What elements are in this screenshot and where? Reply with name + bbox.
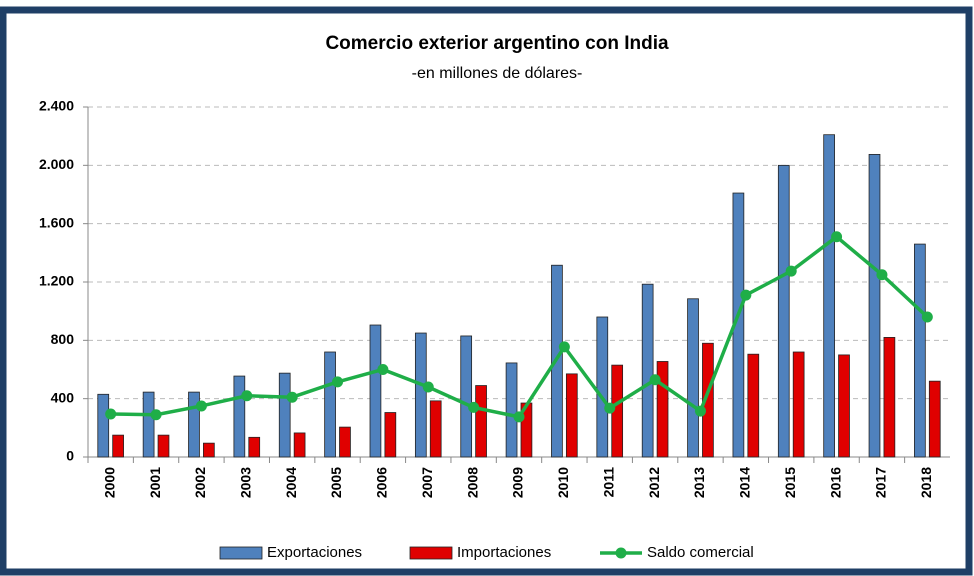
x-tick-label: 2009 [510, 467, 526, 498]
line-marker [831, 231, 843, 243]
y-tick-label: 400 [51, 389, 75, 405]
line-marker [332, 376, 344, 388]
line-marker [513, 411, 525, 423]
bar [293, 432, 306, 458]
bar [596, 316, 609, 458]
bar [97, 393, 110, 458]
line-marker [649, 374, 661, 386]
line-marker [105, 408, 117, 420]
line-marker [468, 401, 480, 413]
bar [414, 332, 427, 458]
bar [475, 385, 487, 458]
chart-title: Comercio exterior argentino con India [325, 33, 669, 54]
x-tick-label: 2010 [555, 467, 571, 498]
legend-swatch [409, 546, 453, 560]
x-tick-label: 2015 [782, 467, 798, 498]
x-tick-label: 2003 [237, 467, 253, 498]
line-marker [422, 381, 434, 393]
line-marker [195, 400, 207, 412]
bar [369, 324, 382, 458]
x-tick-label: 2000 [101, 467, 117, 498]
bar [112, 434, 124, 458]
line-marker [921, 311, 933, 323]
legend-label: Exportaciones [267, 544, 362, 561]
x-tick-label: 2002 [192, 467, 208, 498]
x-tick-label: 2008 [464, 467, 480, 498]
y-tick-label: 2.400 [39, 98, 74, 114]
bar [838, 354, 850, 458]
bar [687, 298, 699, 458]
bar [792, 351, 805, 458]
bar [429, 400, 442, 458]
y-tick-label: 2.000 [39, 156, 74, 172]
line-marker [241, 390, 253, 402]
bar [868, 153, 881, 458]
line-marker [876, 269, 888, 281]
x-tick-label: 2006 [374, 467, 390, 498]
chart-subtitle: -en millones de dólares- [412, 65, 583, 82]
bar [914, 243, 926, 458]
x-tick-label: 2013 [691, 467, 707, 498]
x-tick-label: 2017 [873, 467, 889, 498]
bar [505, 362, 518, 458]
line-marker [286, 391, 298, 403]
bar [324, 351, 336, 458]
bar [248, 436, 261, 458]
bar [777, 164, 790, 458]
line-marker [150, 409, 162, 421]
y-tick-label: 1.600 [39, 214, 74, 230]
x-tick-label: 2016 [827, 467, 843, 498]
bar [233, 375, 246, 458]
frame [0, 6, 973, 576]
bar [928, 380, 941, 458]
bar [460, 335, 473, 458]
bar [823, 134, 835, 458]
line-marker [740, 289, 752, 301]
bar [565, 373, 578, 458]
x-tick-label: 2005 [328, 467, 344, 498]
x-tick-label: 2012 [646, 467, 662, 498]
line-marker [558, 341, 570, 353]
bar [747, 353, 760, 458]
x-tick-label: 2007 [419, 467, 435, 498]
x-tick-label: 2011 [600, 467, 616, 498]
bar [883, 337, 896, 458]
line-marker [604, 402, 616, 414]
line-marker [785, 265, 797, 277]
line-marker [377, 364, 389, 375]
legend-swatch [219, 546, 263, 560]
x-tick-label: 2004 [283, 467, 299, 498]
y-tick-label: 1.200 [39, 273, 74, 289]
y-tick-label: 800 [51, 331, 75, 347]
bar [656, 361, 669, 458]
legend-label: Saldo comercial [647, 544, 754, 561]
legend-label: Importaciones [457, 544, 551, 561]
bar [188, 391, 200, 458]
bar [157, 434, 170, 458]
bar [203, 442, 215, 458]
bar [641, 283, 654, 458]
bar [278, 372, 291, 458]
legend-swatch [615, 547, 627, 559]
x-tick-label: 2001 [147, 467, 163, 498]
x-tick-label: 2014 [737, 467, 753, 498]
x-tick-label: 2018 [918, 467, 934, 498]
y-tick-label: 0 [66, 448, 74, 464]
bar [384, 412, 397, 458]
bar [702, 342, 714, 458]
bar [142, 391, 155, 458]
bar [339, 426, 351, 458]
line-marker [694, 405, 706, 417]
